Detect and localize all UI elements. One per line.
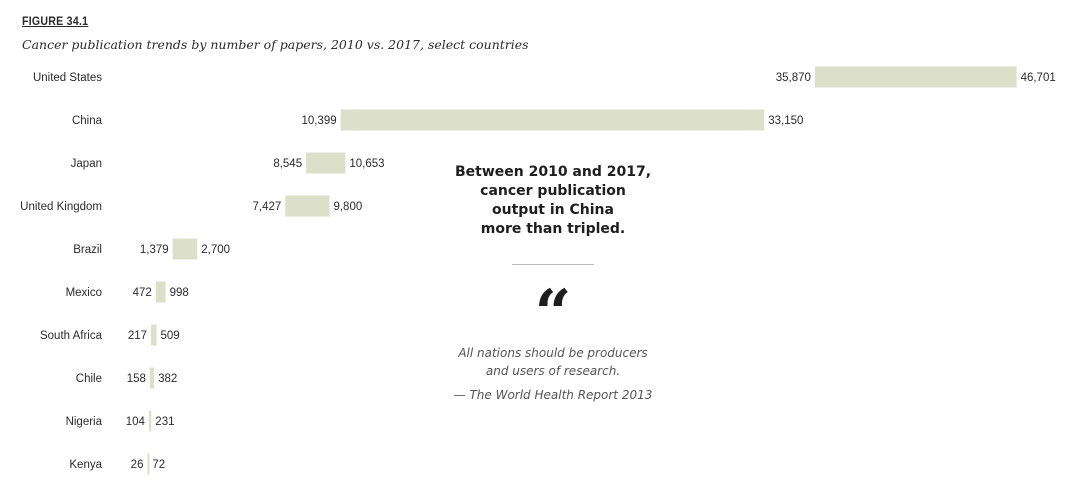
value-label-2017-mexico: 998 (170, 287, 189, 299)
value-label-2017-brazil: 2,700 (201, 244, 230, 256)
value-label-2017-japan: 10,653 (349, 158, 384, 170)
value-label-2010-japan: 8,545 (273, 158, 302, 170)
bar-mexico (155, 281, 166, 303)
callout-line: Between 2010 and 2017, (454, 164, 652, 180)
quote-line: and users of research. (485, 364, 621, 378)
value-label-2010-mexico: 472 (133, 287, 152, 299)
quote-line: All nations should be producers (458, 346, 648, 360)
category-label-china: China (72, 115, 103, 127)
callout-line: cancer publication (480, 183, 626, 199)
bar-united-kingdom (285, 195, 330, 217)
china-callout: Between 2010 and 2017, cancer publicatio… (440, 163, 666, 239)
value-label-2017-united-kingdom: 9,800 (333, 201, 362, 213)
category-label-japan: Japan (71, 158, 102, 170)
category-label-kenya: Kenya (69, 459, 102, 471)
value-label-2017-chile: 382 (158, 373, 177, 385)
value-label-2017-kenya: 72 (152, 459, 165, 471)
value-label-2017-united-states: 46,701 (1021, 72, 1056, 84)
value-label-2010-kenya: 26 (131, 459, 144, 471)
figure-label: FIGURE 34.1 (22, 14, 89, 28)
value-label-2017-china: 33,150 (768, 115, 803, 127)
quote-source: — The World Health Report 2013 (453, 388, 653, 402)
category-label-nigeria: Nigeria (66, 416, 103, 428)
category-label-united-states: United States (33, 72, 102, 84)
value-label-2017-nigeria: 231 (155, 416, 174, 428)
bar-brazil (172, 238, 198, 260)
value-label-2010-nigeria: 104 (126, 416, 146, 428)
value-label-2017-south-africa: 509 (160, 330, 179, 342)
value-label-2010-united-kingdom: 7,427 (253, 201, 282, 213)
category-label-chile: Chile (76, 373, 102, 385)
category-label-brazil: Brazil (73, 244, 102, 256)
quote-text: All nations should be producers and user… (432, 344, 674, 380)
callout-line: output in China (492, 202, 614, 218)
value-label-2010-china: 10,399 (301, 115, 336, 127)
value-label-2010-brazil: 1,379 (140, 244, 169, 256)
bar-nigeria (148, 410, 152, 432)
category-label-south-africa: South Africa (40, 330, 103, 342)
bar-china (340, 109, 765, 131)
quote-mark-icon: “ (534, 276, 572, 351)
bar-kenya (147, 453, 150, 475)
bar-japan (306, 152, 346, 174)
category-label-mexico: Mexico (66, 287, 102, 299)
callout-line: more than tripled. (480, 221, 626, 237)
value-label-2010-chile: 158 (127, 373, 146, 385)
bar-united-states (814, 66, 1017, 88)
category-label-united-kingdom: United Kingdom (20, 201, 102, 213)
value-label-2010-south-africa: 217 (128, 330, 147, 342)
divider (512, 264, 594, 265)
value-label-2010-united-states: 35,870 (776, 72, 811, 84)
bar-south-africa (151, 324, 157, 346)
figure-title: Cancer publication trends by number of p… (22, 37, 529, 52)
bar-chile (149, 367, 155, 389)
